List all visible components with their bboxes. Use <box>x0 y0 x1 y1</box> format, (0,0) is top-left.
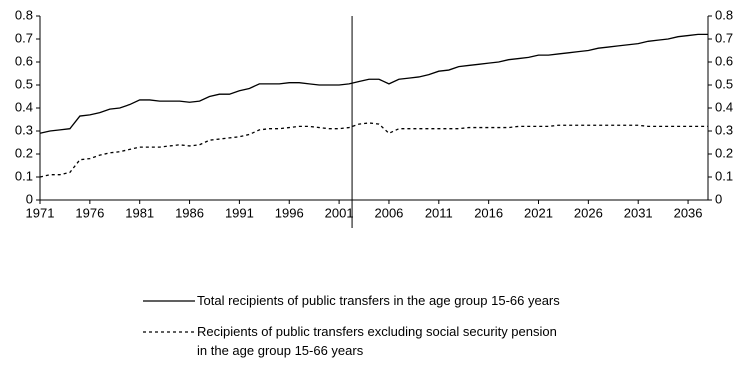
x-tick-label: 1996 <box>275 205 304 220</box>
y2-tick-label: 0.1 <box>715 168 733 183</box>
y-tick-label: 0.5 <box>15 76 33 91</box>
series-line <box>39 33 708 134</box>
y2-tick-label: 0.5 <box>715 76 733 91</box>
x-tick-label: 1976 <box>75 205 104 220</box>
series-line <box>39 122 708 178</box>
x-tick-label: 1981 <box>125 205 154 220</box>
y-tick-label: 0 <box>26 191 33 206</box>
x-tick-label: 2011 <box>425 205 453 220</box>
x-tick-label: 2036 <box>674 205 703 220</box>
y-tick-label: 0.4 <box>15 99 33 114</box>
y-tick-label: 0.6 <box>15 53 33 68</box>
y2-tick-label: 0.7 <box>715 30 733 45</box>
legend-label: Total recipients of public transfers in … <box>197 293 560 308</box>
x-tick-label: 2021 <box>524 205 553 220</box>
y2-tick-label: 0.6 <box>715 53 733 68</box>
y2-tick-label: 0 <box>715 191 722 206</box>
legend: Total recipients of public transfers in … <box>143 291 563 372</box>
y-tick-label: 0.3 <box>15 122 33 137</box>
y-tick-label: 0.1 <box>15 168 33 183</box>
x-tick-label: 2016 <box>474 205 503 220</box>
x-tick-label: 1971 <box>26 205 55 220</box>
legend-swatch <box>143 300 195 302</box>
y-tick-label: 0.7 <box>15 30 33 45</box>
x-tick-label: 2026 <box>574 205 603 220</box>
y-tick-label: 0.8 <box>15 7 33 22</box>
legend-item: Total recipients of public transfers in … <box>143 291 563 310</box>
legend-label: Recipients of public transfers excluding… <box>197 324 557 358</box>
y2-tick-label: 0.2 <box>715 145 733 160</box>
x-tick-label: 1986 <box>175 205 204 220</box>
y2-tick-label: 0.3 <box>715 122 733 137</box>
y2-tick-label: 0.4 <box>715 99 733 114</box>
y-tick-label: 0.2 <box>15 145 33 160</box>
x-tick-label: 2001 <box>325 205 354 220</box>
legend-swatch <box>143 331 195 333</box>
x-tick-label: 2031 <box>624 205 653 220</box>
x-tick-label: 2006 <box>374 205 403 220</box>
y2-tick-label: 0.8 <box>715 7 733 22</box>
x-tick-label: 1991 <box>225 205 254 220</box>
legend-item: Recipients of public transfers excluding… <box>143 322 563 360</box>
